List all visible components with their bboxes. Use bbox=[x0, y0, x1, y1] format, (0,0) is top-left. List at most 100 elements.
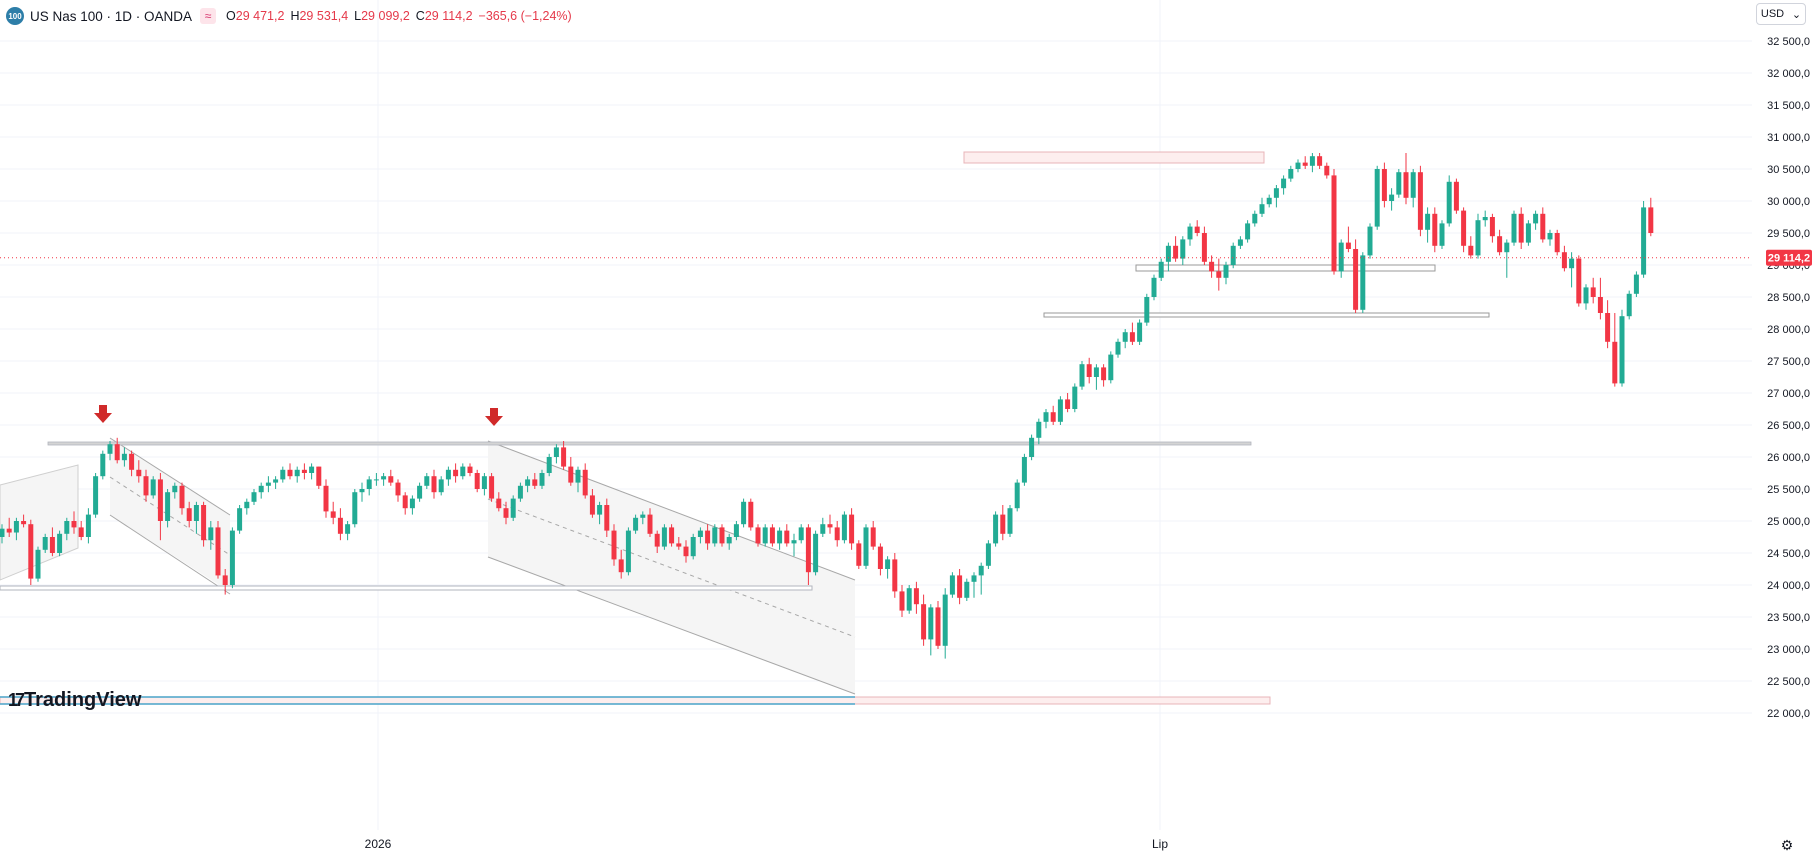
candle bbox=[993, 514, 999, 544]
candle bbox=[1533, 213, 1539, 224]
candle bbox=[1036, 421, 1042, 438]
candle bbox=[64, 521, 70, 534]
price-axis[interactable]: 32 500,0 32 000,0 31 500,0 31 000,0 30 500,0… bbox=[1752, 0, 1812, 858]
candle bbox=[539, 473, 545, 486]
candle bbox=[474, 473, 480, 489]
candle bbox=[165, 492, 171, 521]
candle bbox=[1461, 210, 1467, 246]
supply-zone bbox=[963, 151, 1265, 164]
candle bbox=[1201, 233, 1207, 262]
candle bbox=[1281, 178, 1287, 189]
close-label: C bbox=[415, 9, 425, 23]
gear-icon[interactable]: ⚙ bbox=[1780, 837, 1794, 853]
price-tick-label: 27 500,0 bbox=[1767, 356, 1810, 368]
candle bbox=[705, 530, 711, 544]
candle bbox=[1417, 172, 1423, 230]
candle bbox=[1252, 213, 1258, 224]
candle bbox=[1029, 437, 1035, 457]
candle bbox=[49, 537, 55, 553]
price-tick-label: 29 500,0 bbox=[1767, 228, 1810, 240]
candle bbox=[1425, 213, 1431, 230]
price-tick-label: 32 000,0 bbox=[1767, 68, 1810, 80]
price-axis-scale[interactable]: 32 500,0 32 000,0 31 500,0 31 000,0 30 500,0… bbox=[1752, 0, 1812, 858]
price-tick-label: 26 500,0 bbox=[1767, 420, 1810, 432]
candle bbox=[532, 479, 538, 486]
candlestick-chart[interactable] bbox=[0, 0, 1752, 830]
candle bbox=[1504, 242, 1510, 253]
candle bbox=[870, 527, 876, 547]
candle bbox=[330, 511, 336, 518]
candle bbox=[805, 527, 811, 573]
candle bbox=[244, 501, 250, 509]
candle bbox=[352, 492, 358, 525]
candle bbox=[921, 604, 927, 640]
candle bbox=[1626, 293, 1632, 317]
candle bbox=[129, 453, 135, 470]
candle bbox=[1295, 162, 1301, 169]
price-tick-label: 31 000,0 bbox=[1767, 132, 1810, 144]
candle bbox=[193, 505, 199, 521]
candle bbox=[1021, 457, 1027, 483]
candle bbox=[150, 479, 156, 496]
candle bbox=[611, 530, 617, 560]
candle bbox=[798, 527, 804, 541]
candle bbox=[1374, 169, 1380, 227]
tradingview-logo[interactable]: 17 TradingView bbox=[8, 689, 141, 712]
candle bbox=[546, 457, 552, 473]
candle bbox=[42, 537, 48, 550]
low-label: L bbox=[354, 9, 362, 23]
candle bbox=[438, 479, 444, 493]
candle bbox=[604, 505, 610, 531]
candle bbox=[625, 530, 631, 573]
candle bbox=[1288, 169, 1294, 179]
candle bbox=[1338, 242, 1344, 272]
close-value: 29 114,2 bbox=[424, 9, 473, 23]
symbol-title[interactable]: US Nas 100 · 1D · OANDA bbox=[30, 8, 193, 24]
candle bbox=[1144, 297, 1150, 323]
candle bbox=[157, 479, 163, 521]
candle bbox=[467, 466, 473, 473]
candle bbox=[424, 476, 430, 486]
candle bbox=[1302, 162, 1308, 166]
chart-pane[interactable] bbox=[0, 0, 1752, 830]
time-tick-label: Lip bbox=[1152, 837, 1168, 851]
candle bbox=[834, 527, 840, 541]
candle bbox=[1396, 172, 1402, 195]
candle bbox=[748, 501, 754, 528]
candle bbox=[78, 527, 84, 537]
price-tick-label: 30 000,0 bbox=[1767, 196, 1810, 208]
tv-logo-icon: 17 bbox=[8, 690, 25, 710]
candle bbox=[1525, 223, 1531, 243]
candle bbox=[957, 575, 963, 598]
candle bbox=[215, 527, 221, 576]
candle bbox=[589, 495, 595, 515]
time-axis-scale[interactable]: 2026 Lip bbox=[0, 830, 1752, 858]
candle bbox=[1576, 258, 1582, 304]
candle bbox=[1165, 245, 1171, 262]
candle bbox=[359, 489, 365, 493]
candle bbox=[618, 559, 624, 573]
candle bbox=[1547, 233, 1553, 240]
candle bbox=[1331, 175, 1337, 272]
candle bbox=[1050, 412, 1056, 422]
candle bbox=[121, 453, 127, 461]
wave-icon[interactable]: ≈ bbox=[200, 8, 217, 24]
candle bbox=[1605, 313, 1611, 342]
candle bbox=[1230, 245, 1236, 265]
candle bbox=[1353, 249, 1359, 310]
candle bbox=[265, 482, 271, 486]
currency-select[interactable]: USD ⌄ bbox=[1756, 3, 1806, 25]
last-price-label: 29 114,2 bbox=[1768, 253, 1810, 265]
candle bbox=[273, 479, 279, 483]
candle bbox=[633, 517, 639, 531]
price-tick-label: 22 500,0 bbox=[1767, 676, 1810, 688]
candle bbox=[143, 476, 149, 496]
candle bbox=[1180, 239, 1186, 259]
symbol-badge-icon[interactable]: 100 bbox=[6, 7, 24, 25]
candle bbox=[93, 476, 99, 515]
time-axis[interactable]: 2026 Lip bbox=[0, 830, 1752, 858]
candle bbox=[1432, 213, 1438, 246]
candle bbox=[294, 469, 300, 477]
candle bbox=[1317, 156, 1323, 166]
candle bbox=[1482, 217, 1488, 221]
